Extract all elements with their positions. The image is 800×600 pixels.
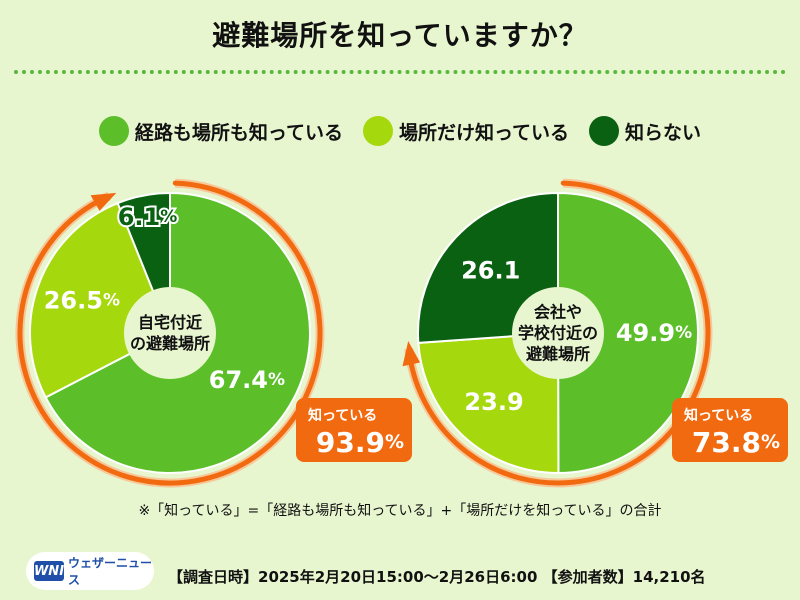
center-label-2-2: 学校付近の [518,324,598,343]
legend-swatch-place-only [362,116,393,146]
callout-value-1: 93.9% [316,426,404,459]
donut-hole-1 [124,287,216,379]
center-label-2-3: 避難場所 [526,345,590,364]
survey-info: 【調査日時】2025年2月20日15:00〜2月26日6:00 【参加者数】14… [168,568,706,586]
callout-box-2 [672,398,788,462]
value-label-2-2: 23.9 [464,388,523,416]
logo-text: ウェザーニュース [68,556,153,587]
value-label-2-1: 49.9% [616,319,692,347]
legend-item-not-known: 知らない [589,116,701,146]
weathernews-logo: WNI ウェザーニュース [26,552,154,590]
callout-label-1: 知っている [308,407,377,424]
donut-hole-2 [512,287,604,379]
dotted-divider [14,70,786,74]
value-label-1-3: 6.1% [118,203,178,231]
value-label-1-1: 67.4% [209,366,285,394]
arrow-arc-2 [407,180,711,486]
legend: 経路も場所も知っている 場所だけ知っている 知らない [0,116,800,146]
legend-label-route-and-place: 経路も場所も知っている [134,121,343,144]
legend-swatch-not-known [589,116,620,146]
callout-label-2: 知っている [684,407,753,424]
arrow-head-1 [90,192,117,211]
callout-box-1 [296,398,412,462]
legend-swatch-route-and-place [98,116,129,146]
legend-item-route-and-place: 経路も場所も知っている [98,116,343,146]
arrow-arc-1 [17,180,323,486]
legend-label-not-known: 知らない [625,121,702,144]
callout-value-2: 73.8% [692,426,780,459]
arrow-head-2 [402,340,421,367]
logo-mark: WNI [34,561,64,581]
legend-label-place-only: 場所だけ知っている [398,121,570,144]
slice-2-1 [557,191,699,475]
value-label-2-3: 26.1 [461,256,520,284]
chart-title: 避難場所を知っていますか？ [212,19,588,52]
value-label-1-2: 26.5% [44,286,120,314]
center-label-1-2: の避難場所 [130,334,210,353]
center-label-1-1: 自宅付近 [138,313,202,332]
center-label-2-1: 会社や [534,303,582,322]
footnote: ※「知っている」=「経路も場所も知っている」+「場所だけを知っている」の合計 [138,503,662,519]
legend-item-place-only: 場所だけ知っている [362,116,570,146]
slice-2-2 [417,331,560,474]
